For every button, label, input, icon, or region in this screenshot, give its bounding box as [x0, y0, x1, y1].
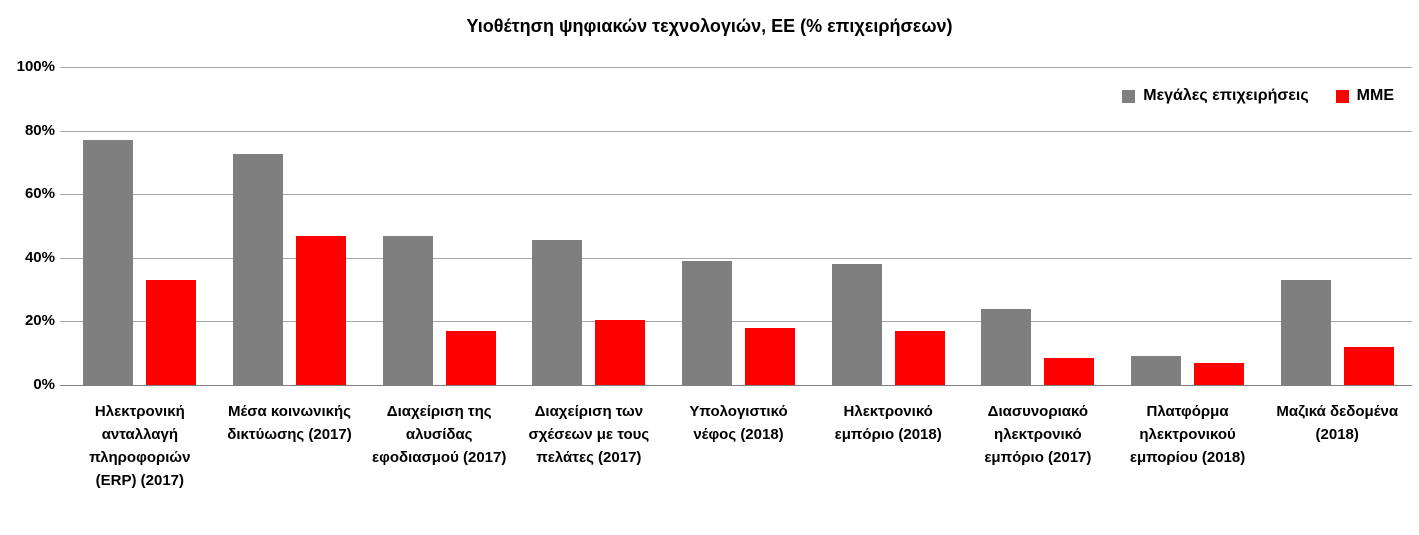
- legend-swatch-large-enterprises: [1122, 89, 1136, 103]
- bar-sme-0: [146, 280, 197, 385]
- bar-large-enterprises-1: [233, 154, 283, 385]
- bar-large-enterprises-0: [83, 140, 134, 385]
- x-axis-labels: Ηλεκτρονική ανταλλαγή πληροφοριών (ERP) …: [65, 400, 1412, 492]
- gridline: [60, 194, 1412, 196]
- bar-group-7: [1113, 67, 1263, 385]
- legend-item-sme: ΜΜΕ: [1335, 87, 1394, 105]
- bar-large-enterprises-3: [532, 240, 583, 385]
- bar-group-1: [215, 67, 365, 385]
- y-tick-label: 40%: [24, 248, 55, 266]
- y-tick-label: 100%: [16, 58, 55, 75]
- y-tick-label: 20%: [24, 312, 55, 330]
- y-tick-label: 80%: [24, 121, 55, 139]
- x-category-label-6: Διασυνοριακό ηλεκτρονικό εμπόριο (2017): [984, 403, 1092, 466]
- bar-sme-2: [445, 330, 496, 385]
- legend: Μεγάλες επιχειρήσεις ΜΜΕ: [1120, 87, 1396, 105]
- bar-group-6: [963, 67, 1113, 385]
- bar-sme-7: [1194, 362, 1245, 385]
- bar-sme-1: [296, 235, 346, 385]
- legend-label-large-enterprises: Μεγάλες επιχειρήσεις: [1143, 87, 1309, 104]
- gridline: [60, 130, 1412, 132]
- bar-sme-3: [595, 319, 646, 385]
- gridline: [60, 257, 1412, 259]
- bar-group-0: [65, 67, 215, 385]
- x-category-label-2: Διαχείριση της αλυσίδας εφοδιασμού (2017…: [372, 403, 507, 466]
- y-tick-label: 0%: [33, 376, 55, 393]
- bar-group-4: [664, 67, 814, 385]
- bar-large-enterprises-2: [382, 235, 433, 385]
- x-category-label-0: Ηλεκτρονική ανταλλαγή πληροφοριών (ERP) …: [89, 403, 191, 489]
- bar-large-enterprises-6: [981, 308, 1032, 385]
- x-axis-line: [60, 385, 1412, 386]
- y-tick-label: 60%: [24, 185, 55, 203]
- bar-group-2: [364, 67, 514, 385]
- bar-large-enterprises-8: [1280, 280, 1331, 385]
- bar-large-enterprises-5: [831, 264, 882, 385]
- x-category-label-4: Υπολογιστικό νέφος (2018): [689, 403, 788, 443]
- bar-group-8: [1262, 67, 1412, 385]
- legend-item-large-enterprises: Μεγάλες επιχειρήσεις: [1122, 87, 1309, 105]
- bar-groups: [65, 67, 1412, 385]
- bar-sme-5: [894, 330, 945, 385]
- chart-title: Υιοθέτηση ψηφιακών τεχνολογιών, ΕΕ (% επ…: [466, 16, 953, 36]
- x-category-label-1: Μέσα κοινωνικής δικτύωσης (2017): [227, 403, 352, 443]
- bar-group-3: [514, 67, 664, 385]
- bar-sme-8: [1343, 346, 1394, 385]
- plot-area: Μεγάλες επιχειρήσεις ΜΜΕ: [60, 67, 1412, 386]
- bar-large-enterprises-4: [682, 260, 733, 385]
- legend-label-sme: ΜΜΕ: [1356, 87, 1394, 104]
- x-category-label-5: Ηλεκτρονικό εμπόριο (2018): [834, 403, 942, 443]
- x-category-label-7: Πλατφόρμα ηλεκτρονικού εμπορίου (2018): [1129, 403, 1246, 466]
- bar-sme-6: [1044, 357, 1095, 385]
- bar-large-enterprises-7: [1131, 356, 1182, 385]
- bar-sme-4: [745, 327, 796, 385]
- x-category-label-3: Διαχείριση των σχέσεων με τους πελάτες (…: [528, 403, 650, 466]
- gridline: [60, 67, 1412, 68]
- bar-group-5: [813, 67, 963, 385]
- gridline: [60, 321, 1412, 323]
- legend-swatch-sme: [1335, 89, 1349, 103]
- x-category-label-8: Μαζικά δεδομένα (2018): [1276, 403, 1399, 443]
